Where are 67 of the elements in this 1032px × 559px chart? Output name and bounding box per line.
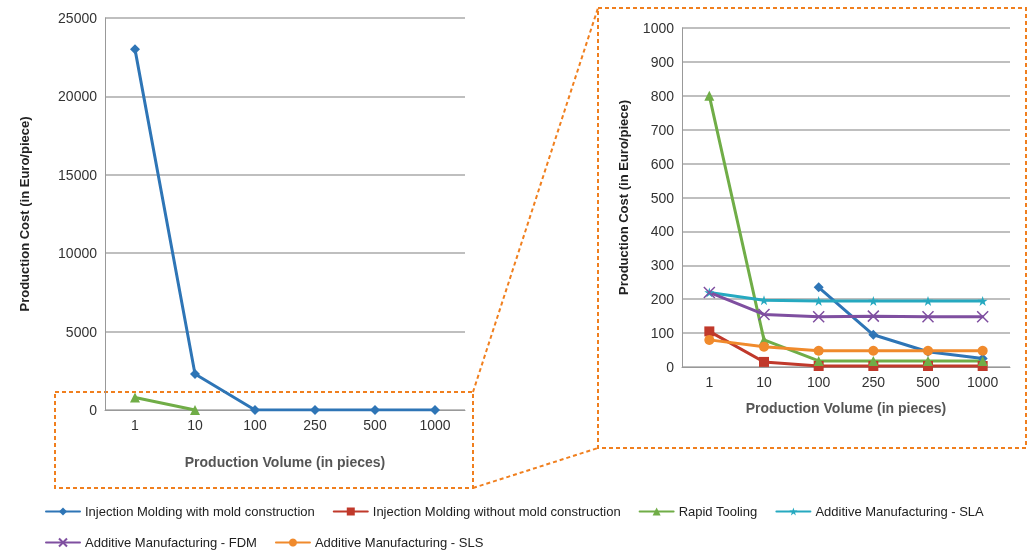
point xyxy=(704,326,715,337)
point xyxy=(813,295,824,306)
x-tick-label: 500 xyxy=(916,374,940,390)
point xyxy=(759,341,769,352)
point xyxy=(923,355,933,366)
x-axis-title: Production Volume (in pieces) xyxy=(745,400,947,416)
point xyxy=(977,345,988,356)
point xyxy=(868,355,879,366)
y-axis-title: Production Cost (in Euro/piece) xyxy=(17,116,32,312)
x-tick-label: 250 xyxy=(303,417,327,433)
point xyxy=(812,310,825,324)
y-tick-label: 100 xyxy=(650,325,675,342)
x-tick-label: 1 xyxy=(705,374,714,390)
x-tick-label: 250 xyxy=(861,374,886,390)
legend-label: Additive Manufacturing - FDM xyxy=(85,535,257,550)
point xyxy=(923,295,933,306)
y-tick-label: 25000 xyxy=(58,10,98,26)
y-tick-label: 500 xyxy=(650,189,675,206)
y-axis-title: Production Cost (in Euro/piece) xyxy=(616,99,631,296)
x-axis-title: Production Volume (in pieces) xyxy=(184,454,386,470)
y-tick-label: 900 xyxy=(650,53,675,70)
x-tick-label: 1 xyxy=(131,417,140,433)
y-tick-label: 300 xyxy=(650,257,675,274)
point xyxy=(868,329,879,340)
y-tick-label: 5000 xyxy=(65,323,98,340)
point xyxy=(813,282,824,293)
y-tick-label: 0 xyxy=(89,402,98,418)
x-tick-label: 10 xyxy=(756,374,772,390)
y-tick-label: 15000 xyxy=(58,166,98,183)
point xyxy=(310,405,320,415)
point xyxy=(977,295,988,306)
point xyxy=(813,345,824,356)
y-tick-label: 20000 xyxy=(58,88,98,105)
legend-label: Additive Manufacturing - SLA xyxy=(815,504,985,519)
legend-label: Injection Molding without mold construction xyxy=(372,504,621,519)
point xyxy=(704,90,715,101)
y-tick-label: 600 xyxy=(650,155,675,172)
x-tick-label: 10 xyxy=(187,417,203,433)
point xyxy=(921,310,935,324)
point xyxy=(868,295,879,306)
y-tick-label: 10000 xyxy=(58,245,98,262)
x-tick-label: 500 xyxy=(363,417,387,433)
legend-label: Injection Molding with mold construction xyxy=(85,504,315,519)
y-tick-label: 700 xyxy=(650,121,675,138)
x-tick-label: 1000 xyxy=(419,417,451,433)
point xyxy=(868,345,879,356)
point xyxy=(430,405,440,415)
x-tick-label: 1000 xyxy=(967,374,999,390)
y-tick-label: 200 xyxy=(650,291,675,308)
x-tick-label: 100 xyxy=(243,417,267,433)
legend-label: Additive Manufacturing - SLS xyxy=(314,535,484,550)
y-tick-label: 1000 xyxy=(642,20,675,36)
y-tick-label: 400 xyxy=(650,223,675,240)
x-tick-label: 100 xyxy=(806,374,831,390)
point xyxy=(976,310,989,324)
y-tick-label: 800 xyxy=(650,87,675,104)
point xyxy=(250,405,260,415)
point xyxy=(757,308,771,321)
point xyxy=(370,405,380,415)
point xyxy=(704,334,715,345)
point xyxy=(867,309,880,323)
point xyxy=(130,44,140,55)
point xyxy=(813,355,824,366)
legend-label: Rapid Tooling xyxy=(678,504,758,519)
point xyxy=(190,368,200,379)
y-tick-label: 0 xyxy=(666,359,675,375)
point xyxy=(759,356,769,367)
